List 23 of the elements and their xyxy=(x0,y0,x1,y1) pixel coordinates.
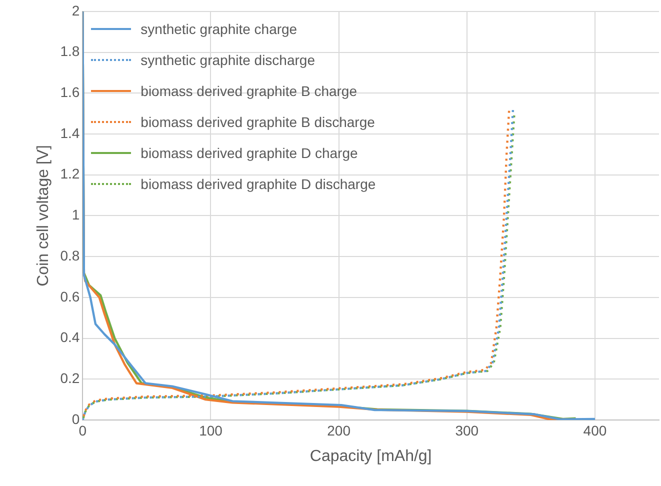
y-tick-label: 1.4 xyxy=(60,124,80,141)
legend-label: synthetic graphite charge xyxy=(140,20,298,37)
x-tick-label: 300 xyxy=(455,422,479,438)
y-tick-label: 0.6 xyxy=(60,288,80,304)
y-tick-label: 2 xyxy=(72,2,80,18)
y-tick-label: 1.6 xyxy=(60,84,80,100)
x-axis-title: Capacity [mAh/g] xyxy=(310,448,432,465)
x-tick-label: 200 xyxy=(327,422,351,438)
x-tick-label: 400 xyxy=(583,422,607,438)
x-tick-label: 100 xyxy=(199,422,223,438)
y-tick-label: 1 xyxy=(72,206,80,223)
y-tick-label: 1.8 xyxy=(60,43,80,60)
legend-label: biomass derived graphite D charge xyxy=(140,144,358,161)
y-tick-label: 0 xyxy=(72,410,80,427)
legend-label: synthetic graphite discharge xyxy=(140,52,315,68)
y-axis-title: Coin cell voltage [V] xyxy=(35,144,52,286)
y-tick-label: 0.4 xyxy=(60,329,80,346)
legend-label: biomass derived graphite D discharge xyxy=(140,176,376,192)
y-tick-label: 0.2 xyxy=(60,370,80,386)
y-tick-label: 1.2 xyxy=(60,166,80,182)
y-tick-label: 0.8 xyxy=(60,247,80,264)
legend-label: biomass derived graphite B discharge xyxy=(140,114,375,130)
legend-label: biomass derived graphite B charge xyxy=(140,82,357,99)
